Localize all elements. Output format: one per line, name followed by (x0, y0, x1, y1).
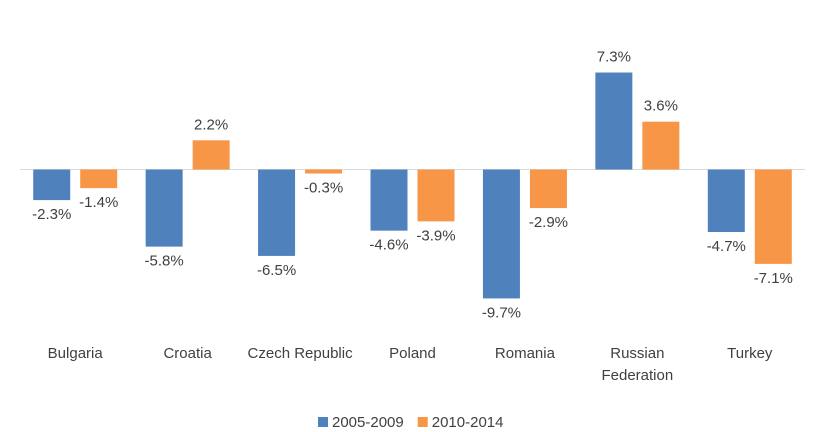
legend-swatch (417, 417, 428, 427)
bar (642, 121, 680, 170)
data-label: 3.6% (644, 98, 678, 115)
bar (754, 169, 792, 264)
x-tick-label: Croatia (163, 345, 212, 362)
data-label: -3.9% (416, 227, 455, 244)
legend-swatch (318, 417, 328, 427)
bar (595, 72, 633, 170)
bar (529, 169, 567, 209)
data-label: -1.4% (79, 194, 118, 211)
bar (145, 169, 183, 247)
data-label: -4.6% (369, 237, 408, 254)
x-tick-label: Czech Republic (247, 345, 353, 362)
data-label: -7.1% (754, 270, 793, 287)
data-label: -0.3% (304, 179, 343, 196)
data-label: -2.9% (529, 214, 568, 231)
bar (80, 169, 118, 189)
bar (305, 169, 343, 174)
data-label: -9.7% (482, 304, 521, 321)
bar (192, 140, 230, 170)
bar (33, 169, 71, 201)
bar (417, 169, 455, 222)
legend-label: 2005-2009 (332, 414, 404, 431)
data-label: -5.8% (145, 253, 184, 270)
bar (370, 169, 408, 231)
legend-label: 2010-2014 (432, 414, 504, 431)
bar (707, 169, 745, 232)
x-tick-label: Poland (389, 345, 436, 362)
data-label: 7.3% (597, 48, 631, 65)
bar (482, 169, 520, 299)
x-tick-label: Turkey (727, 345, 773, 362)
data-label: -6.5% (257, 262, 296, 279)
x-tick-label: Romania (494, 345, 555, 362)
x-tick-label: Bulgaria (47, 345, 103, 362)
data-label: 2.2% (194, 116, 228, 133)
bar (258, 169, 296, 256)
x-tick-label: Russian Federation (601, 345, 674, 384)
data-label: -4.7% (707, 238, 746, 255)
data-label: -2.3% (32, 206, 71, 223)
